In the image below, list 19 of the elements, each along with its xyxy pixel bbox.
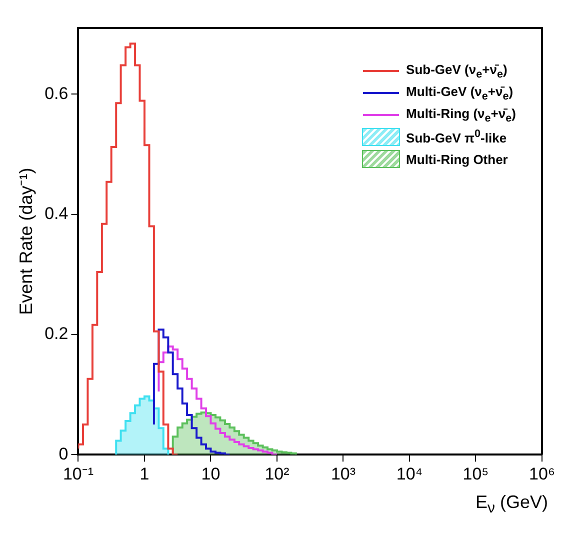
legend-label: Multi-Ring Other [406,152,508,166]
y-tick-label: 0 [58,444,68,464]
legend-label: Multi-Ring (ν$_{e}$+ν̄$_{e}$) [406,106,516,124]
y-tick-label: 0.6 [44,84,68,103]
x-tick-label: 10⁴ [396,464,423,484]
y-axis-title: Event Rate (day⁻¹) [16,168,36,315]
x-axis-title: E$_{ν}$ (GeV) [475,492,548,517]
y-tick-label: 0.4 [44,204,68,223]
x-tick-label: 10 [201,464,220,484]
y-tick-label: 0.2 [44,324,68,344]
x-tick-label: 1 [140,464,150,484]
x-tick-label: 10⁵ [462,464,489,484]
x-tick-label: 10⁻¹ [62,464,94,484]
x-tick-label: 10³ [330,464,356,484]
legend-label: Multi-GeV (ν$_{e}$+ν̄$_{e}$) [406,84,514,102]
legend-label: Sub-GeV (ν$_{e}$+ν̄$_{e}$) [406,62,508,80]
legend-label: Sub-GeV π$^{0}$-like [406,128,507,146]
x-tick-label: 10⁶ [529,464,555,484]
x-tick-label: 10² [264,464,290,484]
